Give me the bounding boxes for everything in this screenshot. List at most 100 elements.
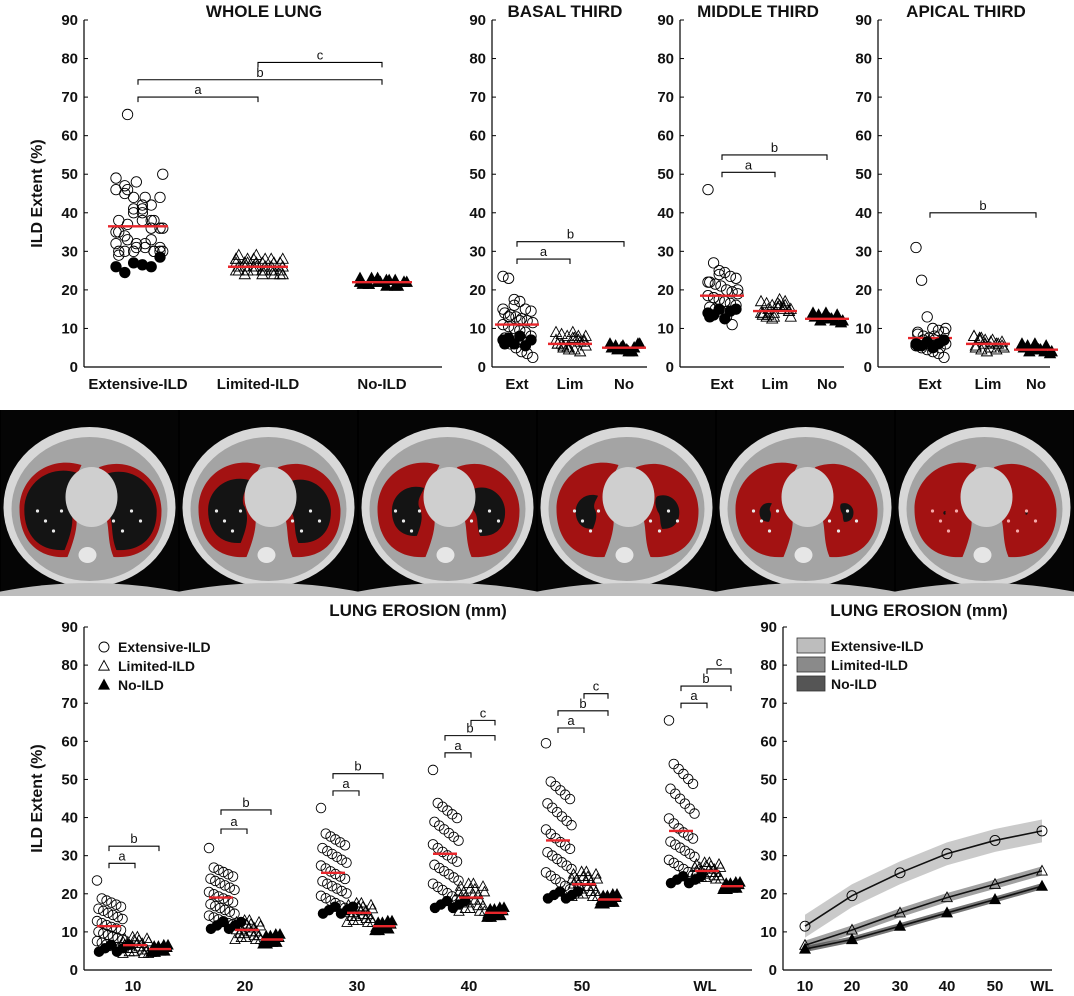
series-point: [988, 893, 1002, 905]
data-point: [247, 263, 260, 276]
significance-label: b: [979, 198, 986, 213]
ct-table: [337, 583, 558, 596]
data-point: [453, 835, 464, 846]
data-point: [219, 880, 231, 891]
data-point: [360, 912, 372, 923]
data-point: [997, 341, 1010, 353]
x-tick-label: No: [614, 376, 634, 393]
lung-erosion-line-chart: LUNG EROSION (mm) 0 10 20 30 40 50 60 70 80 90 10 20…: [760, 601, 1053, 995]
ct-panel: [516, 410, 737, 596]
y-tick-label: 20: [855, 282, 872, 299]
data-point: [123, 945, 136, 957]
significance-bracket: [108, 862, 136, 869]
data-point: [93, 903, 104, 914]
data-point: [932, 324, 945, 337]
lung-parenchyma: [470, 487, 506, 536]
data-point: [726, 318, 738, 331]
data-point: [267, 263, 281, 276]
y-tick-label: 50: [657, 166, 674, 183]
lung-core: [208, 478, 251, 544]
significance-label: b: [771, 140, 778, 155]
data-point: [814, 314, 827, 326]
data-point: [497, 270, 509, 283]
data-point: [730, 303, 742, 315]
y-tick-label: 40: [469, 205, 486, 222]
data-point: [142, 935, 155, 947]
y-tick-label: 70: [61, 695, 78, 712]
x-tick-label: 40: [461, 978, 478, 995]
y-tick-label: 10: [61, 924, 78, 941]
vessel: [845, 509, 850, 513]
vessel: [496, 519, 501, 523]
vessel: [317, 519, 322, 523]
significance-bracket: [332, 790, 360, 796]
data-point: [557, 341, 570, 353]
series-point: [798, 942, 812, 954]
significance-label: b: [567, 227, 574, 242]
significance-bracket: [444, 752, 472, 758]
heart: [244, 467, 297, 527]
heart: [960, 467, 1013, 527]
data-point: [247, 252, 260, 264]
data-point: [110, 899, 122, 910]
data-point: [222, 869, 234, 880]
data-point: [339, 839, 351, 851]
y-tick-label: 80: [760, 657, 777, 674]
vessel: [129, 509, 134, 513]
significance-label: b: [354, 759, 361, 774]
data-point: [341, 888, 352, 899]
significance-bracket: [557, 727, 585, 733]
ct-panel: [0, 410, 200, 596]
data-point: [502, 311, 515, 323]
vessel: [35, 509, 40, 513]
data-point: [765, 312, 779, 324]
data-point: [560, 329, 574, 341]
ild-mask-region: [914, 462, 977, 558]
y-tick-label: 20: [469, 282, 486, 299]
data-point: [315, 802, 327, 814]
basal-third-chart: BASAL THIRD 0 10 20 30 40 50 60 70 80 90 Ext Lim No a b: [469, 2, 647, 393]
data-point: [525, 334, 537, 346]
series-point: [1035, 879, 1049, 891]
vessel: [588, 529, 593, 533]
data-point: [549, 325, 563, 338]
vessel: [954, 509, 959, 513]
ct-panel: [695, 410, 916, 596]
chart-title: LUNG EROSION (mm): [830, 601, 1008, 620]
data-point: [572, 887, 585, 899]
series-point: [1035, 864, 1049, 876]
legend-label: No-ILD: [118, 677, 164, 693]
lung-core: [391, 486, 425, 536]
data-point: [568, 331, 581, 343]
data-point: [984, 341, 998, 353]
vessel: [487, 509, 492, 513]
data-point: [540, 737, 552, 749]
data-point: [695, 871, 708, 882]
y-tick-label: 90: [61, 619, 78, 636]
data-point: [707, 257, 720, 269]
ct-table: [516, 583, 737, 596]
spine: [794, 547, 813, 563]
heart: [781, 467, 834, 527]
data-point: [778, 294, 792, 307]
data-point: [566, 325, 580, 338]
ct-table: [695, 583, 916, 596]
significance-label: c: [593, 679, 600, 694]
data-point: [346, 910, 358, 922]
series-line: [804, 870, 1043, 946]
y-tick-label: 30: [657, 243, 674, 260]
data-point: [235, 931, 248, 943]
vessel: [759, 519, 764, 523]
data-point: [341, 916, 353, 927]
x-tick-label: No-ILD: [357, 376, 406, 393]
data-point: [519, 303, 532, 315]
data-point: [350, 896, 363, 908]
data-point: [498, 901, 510, 913]
significance-bracket: [583, 693, 609, 699]
y-tick-label: 40: [855, 205, 872, 222]
data-point: [754, 294, 768, 307]
data-point: [258, 252, 272, 264]
data-point: [586, 890, 599, 902]
data-point: [227, 871, 239, 882]
data-point: [330, 868, 341, 880]
